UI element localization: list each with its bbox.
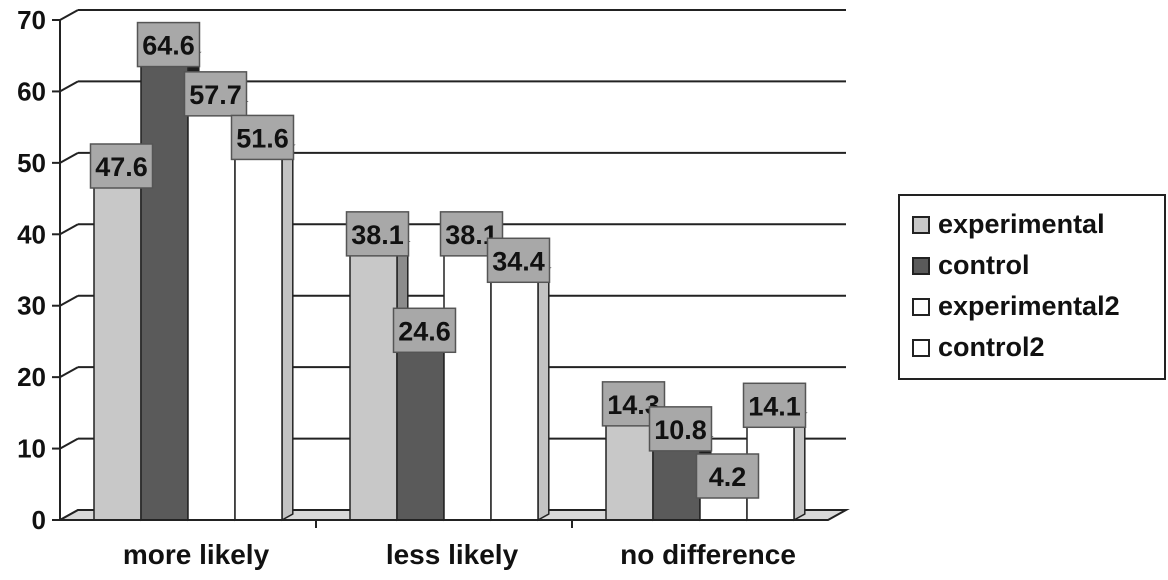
bar-front xyxy=(187,107,236,521)
data-label-box xyxy=(392,307,457,354)
bar-side xyxy=(793,412,806,522)
y-tick-label: 30 xyxy=(17,291,46,321)
bar-side xyxy=(281,144,294,522)
legend-label: experimental2 xyxy=(938,291,1120,321)
y-tick-label: 0 xyxy=(32,505,46,535)
y-tick-label: 60 xyxy=(17,76,46,106)
data-label: 38.1 xyxy=(351,220,404,250)
data-label-box xyxy=(136,21,201,68)
legend-swatch xyxy=(912,215,930,234)
legend-label: control2 xyxy=(938,332,1045,362)
y-tick-label: 50 xyxy=(17,148,46,178)
data-label: 4.2 xyxy=(709,462,747,492)
gridline-side xyxy=(59,294,79,307)
bar-front xyxy=(140,57,189,521)
data-label: 10.8 xyxy=(654,415,707,445)
data-label: 64.6 xyxy=(142,31,195,61)
legend: experimental control experimental2 control2 xyxy=(898,194,1166,380)
y-tick-label: 70 xyxy=(17,5,46,35)
data-label: 34.4 xyxy=(492,246,545,276)
gridline-side xyxy=(59,151,79,164)
gridline-side xyxy=(59,223,79,236)
data-label: 14.1 xyxy=(748,391,801,421)
legend-item: control xyxy=(912,245,1164,286)
gridline-side xyxy=(59,437,79,450)
gridline-side xyxy=(59,80,79,93)
data-label-box xyxy=(486,237,551,284)
bar-front xyxy=(93,179,142,521)
data-label: 24.6 xyxy=(398,316,451,346)
bar-front xyxy=(652,442,701,521)
data-label: 57.7 xyxy=(189,80,242,110)
gridline-side xyxy=(59,366,79,379)
data-label-box xyxy=(183,71,248,117)
legend-label: experimental xyxy=(938,209,1105,239)
y-tick-label: 10 xyxy=(17,434,46,464)
legend-swatch xyxy=(912,338,930,357)
gridline-side xyxy=(59,9,79,21)
legend-label: control xyxy=(938,250,1030,280)
legend-item: experimental2 xyxy=(912,286,1164,327)
bar-front xyxy=(443,247,492,521)
legend-item: experimental xyxy=(912,204,1164,245)
data-label-box xyxy=(742,382,807,429)
legend-item: control2 xyxy=(912,327,1164,368)
bar-control2 xyxy=(232,144,296,522)
bar-front xyxy=(396,343,445,521)
bar-front xyxy=(349,247,398,521)
bar-control2 xyxy=(488,267,552,522)
bar-front xyxy=(490,273,539,521)
data-label-box xyxy=(695,453,760,499)
x-tick-label: less likely xyxy=(386,539,519,570)
data-label-box xyxy=(230,114,295,161)
x-tick-label: more likely xyxy=(123,539,270,570)
data-label: 47.6 xyxy=(95,152,148,182)
x-tick-label: no difference xyxy=(620,539,796,570)
bar-front xyxy=(605,417,654,521)
y-tick-label: 40 xyxy=(17,219,46,249)
legend-swatch xyxy=(912,256,930,275)
bar-side xyxy=(537,267,550,522)
legend-swatch xyxy=(912,297,930,316)
y-tick-label: 20 xyxy=(17,362,46,392)
data-label-box xyxy=(345,211,410,257)
data-label-box xyxy=(648,406,713,452)
bar-front xyxy=(234,150,283,521)
data-label-box xyxy=(89,143,154,189)
data-label: 51.6 xyxy=(236,123,289,153)
